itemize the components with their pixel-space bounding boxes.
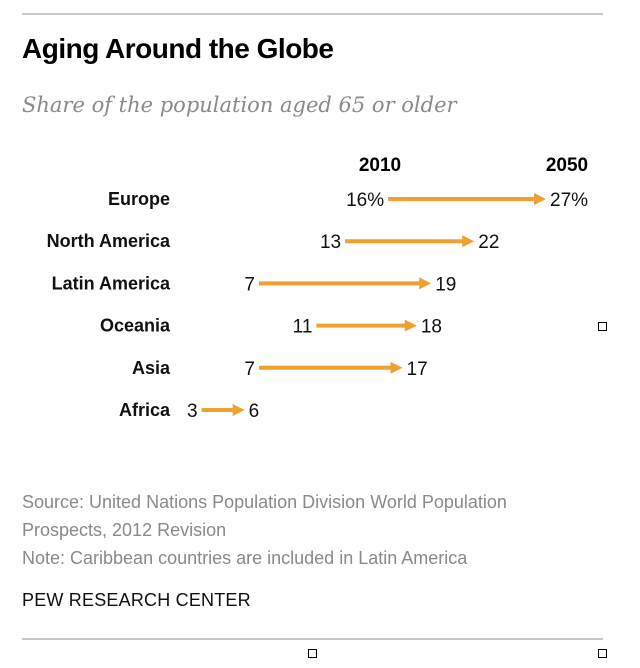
resize-handle-bottom[interactable]: [308, 649, 317, 658]
value-2050-north-america: 22: [478, 232, 499, 253]
resize-handle-corner[interactable]: [598, 649, 607, 658]
value-2050-europe: 27%: [550, 190, 588, 211]
chart-subtitle: Share of the population aged 65 or older: [22, 93, 457, 117]
value-2050-asia: 17: [407, 359, 428, 380]
pew-research-center-brand: PEW RESEARCH CENTER: [22, 590, 251, 610]
category-label-europe: Europe: [108, 189, 170, 209]
top-rule: [22, 13, 603, 15]
category-label-oceania: Oceania: [100, 316, 171, 336]
arrow-head-latin-america: [419, 277, 432, 290]
value-2010-europe: 16%: [346, 190, 384, 211]
header-2050: 2050: [546, 155, 588, 176]
arrow-head-africa: [232, 404, 245, 416]
value-2050-latin-america: 19: [435, 274, 456, 295]
arrow-head-oceania: [404, 319, 417, 332]
arrow-head-asia: [390, 361, 403, 374]
resize-handle-right[interactable]: [598, 322, 607, 331]
category-label-asia: Asia: [132, 358, 171, 378]
category-label-africa: Africa: [119, 400, 171, 420]
source-line-2: Prospects, 2012 Revision: [22, 520, 227, 540]
bottom-rule: [22, 638, 603, 640]
value-2010-asia: 7: [244, 359, 255, 380]
source-line-1: Source: United Nations Population Divisi…: [22, 492, 507, 512]
value-2010-north-america: 13: [320, 232, 341, 253]
value-2050-oceania: 18: [421, 317, 442, 338]
arrow-chart: 2010 2050 Europe 16% 27% North America 13 22 Lat…: [47, 155, 589, 422]
arrow-head-north-america: [462, 235, 475, 248]
category-label-latin-america: Latin America: [52, 273, 171, 293]
value-2010-latin-america: 7: [244, 274, 255, 295]
value-2010-africa: 3: [187, 401, 198, 422]
chart-title: Aging Around the Globe: [22, 33, 334, 64]
category-label-north-america: North America: [47, 231, 171, 251]
note-line: Note: Caribbean countries are included i…: [22, 548, 468, 568]
value-2050-africa: 6: [249, 401, 260, 422]
value-2010-oceania: 11: [293, 317, 313, 338]
header-2010: 2010: [359, 155, 401, 176]
arrow-head-europe: [534, 193, 546, 205]
